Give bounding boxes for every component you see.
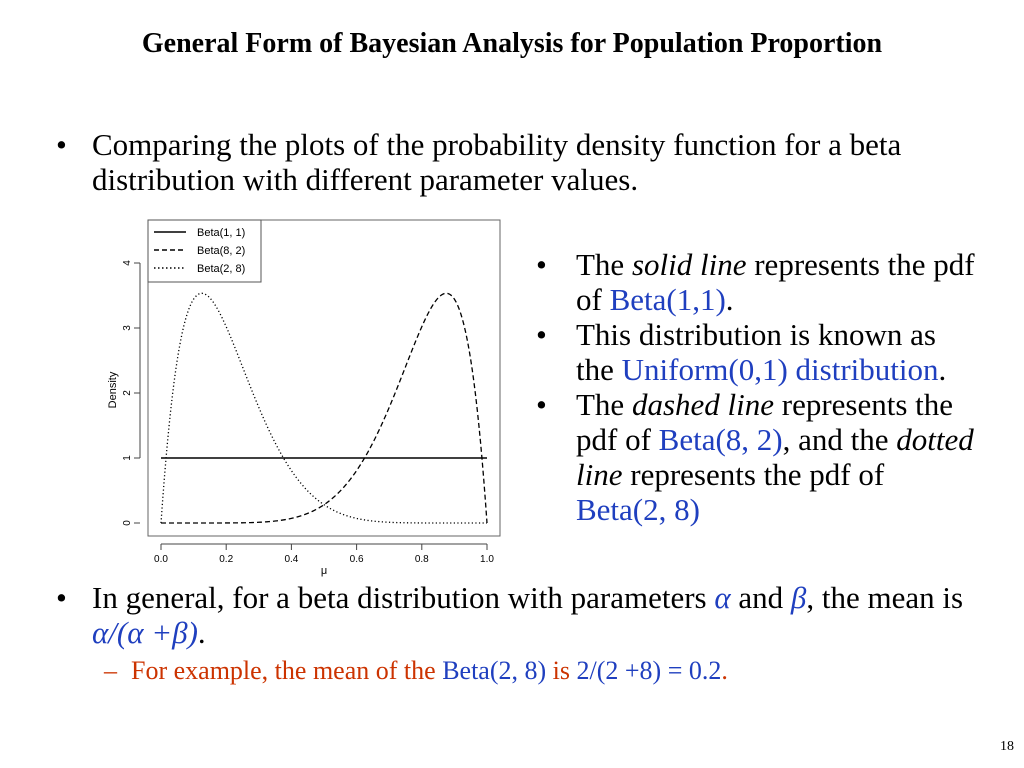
legend-label-beta-8-2: Beta(8, 2) — [197, 245, 245, 257]
slide-title: General Form of Bayesian Analysis for Po… — [141, 28, 883, 59]
bullet-dot: • — [536, 317, 547, 352]
y-tick-label: 4 — [122, 260, 133, 266]
x-tick-label: 1.0 — [480, 554, 494, 565]
legend: Beta(1, 1) Beta(8, 2) Beta(2, 8) — [147, 219, 262, 283]
y-tick-label: 1 — [122, 455, 133, 461]
side-bullet-text: The dashed line represents the pdf of Be… — [576, 387, 974, 527]
x-tick-label: 0.8 — [415, 554, 429, 565]
beta-density-chart: 0 1 2 3 4 0.0 0.2 0.4 0.6 0.8 1.0 Density μ Beta(… — [107, 219, 501, 577]
legend-box — [147, 219, 262, 283]
side-bullets: • The solid line represents the pdf of B… — [536, 247, 976, 527]
series-line-dotted — [160, 292, 487, 524]
side-bullet-solid: • The solid line represents the pdf of B… — [536, 247, 976, 317]
sub-bullet-dash: – — [104, 656, 117, 685]
bullet-dot: • — [536, 387, 547, 422]
x-axis: 0.0 0.2 0.4 0.6 0.8 1.0 — [154, 543, 494, 565]
side-bullet-text: The solid line represents the pdf of Bet… — [576, 247, 975, 317]
page-number: 18 — [1000, 739, 1014, 754]
x-tick-label: 0.0 — [154, 554, 168, 565]
bullet-dot: • — [56, 580, 67, 615]
y-axis: 0 1 2 3 4 — [122, 260, 141, 526]
series-line-dashed — [161, 292, 488, 524]
series-curves — [160, 292, 488, 524]
side-bullet-uniform: • This distribution is known as the Unif… — [536, 317, 976, 387]
x-tick-label: 0.4 — [284, 554, 298, 565]
bullet-dot: • — [536, 247, 547, 282]
intro-bullet: • Comparing the plots of the probability… — [56, 127, 966, 197]
legend-label-beta-2-8: Beta(2, 8) — [197, 263, 245, 275]
plot-frame — [147, 219, 501, 537]
x-tick-label: 0.6 — [350, 554, 364, 565]
legend-label-beta-1-1: Beta(1, 1) — [197, 227, 245, 239]
y-axis-label: Density — [107, 371, 119, 408]
general-mean-bullet: • In general, for a beta distribution wi… — [56, 580, 966, 650]
y-tick-label: 0 — [122, 520, 133, 526]
side-bullet-dashed-dotted: • The dashed line represents the pdf of … — [536, 387, 976, 527]
x-axis-label: μ — [321, 565, 327, 577]
example-sub-bullet: – For example, the mean of the Beta(2, 8)… — [104, 656, 728, 685]
intro-text: Comparing the plots of the probability d… — [92, 127, 902, 197]
general-mean-text: In general, for a beta distribution with… — [92, 580, 964, 650]
bullet-dot: • — [56, 127, 67, 162]
y-tick-label: 3 — [122, 325, 133, 331]
side-bullet-text: This distribution is known as the Unifor… — [576, 317, 947, 387]
x-tick-label: 0.2 — [219, 554, 233, 565]
y-tick-label: 2 — [122, 390, 133, 396]
